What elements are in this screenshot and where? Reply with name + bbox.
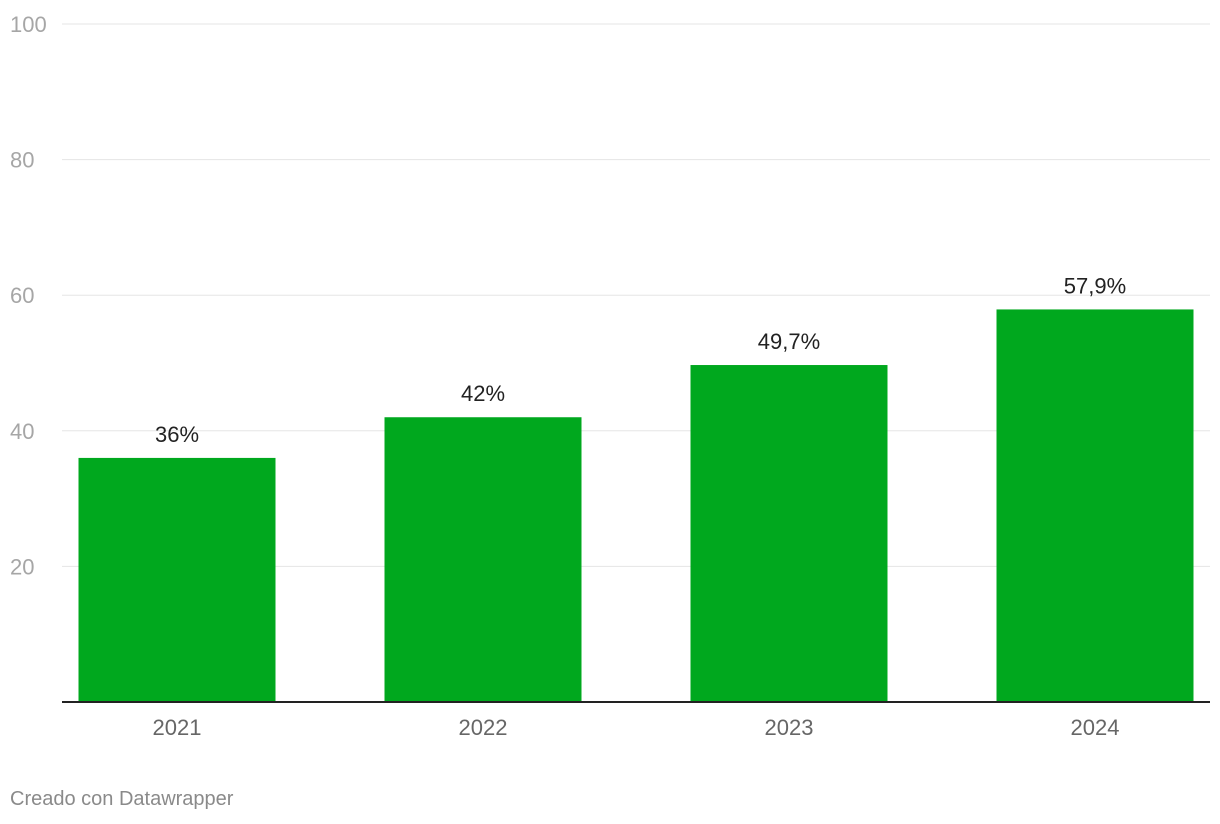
data-label: 49,7% — [758, 329, 820, 354]
y-tick-label: 80 — [10, 148, 34, 173]
x-tick-label: 2022 — [459, 715, 508, 740]
bar — [384, 417, 582, 702]
x-tick-label: 2024 — [1071, 715, 1120, 740]
data-label: 57,9% — [1064, 273, 1126, 298]
data-labels: 36% 42% 49,7% 57,9% — [155, 273, 1126, 446]
x-tick-label: 2021 — [153, 715, 202, 740]
bars — [78, 309, 1194, 702]
bar — [996, 309, 1194, 702]
bar — [690, 365, 888, 702]
data-label: 42% — [461, 381, 505, 406]
credit-text: Creado con Datawrapper — [10, 788, 234, 810]
data-label: 36% — [155, 422, 199, 447]
bar — [78, 457, 276, 702]
y-axis-ticks: 20 40 60 80 100 — [10, 12, 47, 579]
y-tick-label: 100 — [10, 12, 47, 37]
y-tick-label: 60 — [10, 283, 34, 308]
y-tick-label: 20 — [10, 554, 34, 579]
x-axis-ticks: 2021 2022 2023 2024 — [153, 715, 1120, 740]
y-tick-label: 40 — [10, 419, 34, 444]
x-tick-label: 2023 — [765, 715, 814, 740]
